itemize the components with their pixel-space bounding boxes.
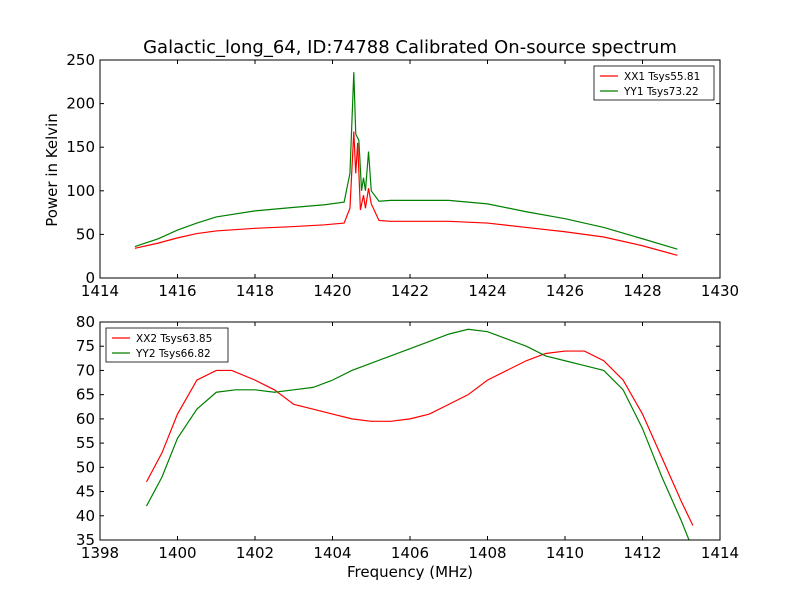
legend-label: XX1 Tsys55.81 <box>624 71 700 83</box>
top-panel: Galactic_long_64, ID:74788 Calibrated On… <box>43 37 739 300</box>
x-tick-label: 1430 <box>701 282 739 300</box>
x-tick-label: 1418 <box>236 282 274 300</box>
x-tick-label: 1414 <box>701 544 739 562</box>
x-tick-label: 1412 <box>623 544 661 562</box>
x-tick-label: 1428 <box>623 282 661 300</box>
series-line-yy-panel-0 <box>134 72 678 250</box>
y-tick-label: 50 <box>76 225 95 243</box>
y-tick-label: 60 <box>76 410 95 428</box>
x-tick-label: 1420 <box>313 282 351 300</box>
y-axis-label: Power in Kelvin <box>43 113 61 227</box>
x-tick-label: 1406 <box>391 544 429 562</box>
y-tick-label: 45 <box>76 483 95 501</box>
y-tick-label: 55 <box>76 434 95 452</box>
y-tick-label: 150 <box>66 138 95 156</box>
legend-label: XX2 Tsys63.85 <box>136 333 212 345</box>
y-tick-label: 80 <box>76 313 95 331</box>
y-tick-label: 75 <box>76 337 95 355</box>
x-tick-label: 1402 <box>236 544 274 562</box>
x-tick-label: 1416 <box>158 282 196 300</box>
legend-panel-0: XX1 Tsys55.81 YY1 Tsys73.22 <box>593 65 715 101</box>
legend-box <box>593 65 715 101</box>
y-tick-label: 50 <box>76 458 95 476</box>
x-axis-label: Frequency (MHz) <box>347 563 473 581</box>
x-tick-label: 1426 <box>546 282 584 300</box>
legend-panel-1: XX2 Tsys63.85 YY2 Tsys66.82 <box>105 327 229 363</box>
x-tick-label: 1408 <box>468 544 506 562</box>
legend-label: YY2 Tsys66.82 <box>135 348 211 360</box>
x-tick-label: 1404 <box>313 544 351 562</box>
y-tick-label: 65 <box>76 386 95 404</box>
bottom-panel: Frequency (MHz) 1398 1400 1402 1404 1406 1408… <box>76 313 739 581</box>
x-tick-label: 1424 <box>468 282 506 300</box>
x-tick-label: 1422 <box>391 282 429 300</box>
series-line-yy-panel-1 <box>145 328 690 540</box>
legend-box <box>105 327 229 363</box>
series-line-xx-panel-0 <box>134 131 678 256</box>
y-tick-label: 250 <box>66 51 95 69</box>
x-tick-label: 1414 <box>81 282 119 300</box>
y-tick-label: 200 <box>66 95 95 113</box>
legend-label: YY1 Tsys73.22 <box>623 86 699 98</box>
y-tick-label: 35 <box>76 531 95 549</box>
y-tick-label: 0 <box>85 269 95 287</box>
chart-title: Galactic_long_64, ID:74788 Calibrated On… <box>143 37 677 58</box>
series-line-xx-panel-1 <box>145 350 694 526</box>
y-tick-label: 40 <box>76 507 95 525</box>
x-tick-label: 1398 <box>81 544 119 562</box>
y-tick-label: 100 <box>66 182 95 200</box>
x-tick-label: 1400 <box>158 544 196 562</box>
x-tick-label: 1410 <box>546 544 584 562</box>
y-tick-label: 70 <box>76 361 95 379</box>
